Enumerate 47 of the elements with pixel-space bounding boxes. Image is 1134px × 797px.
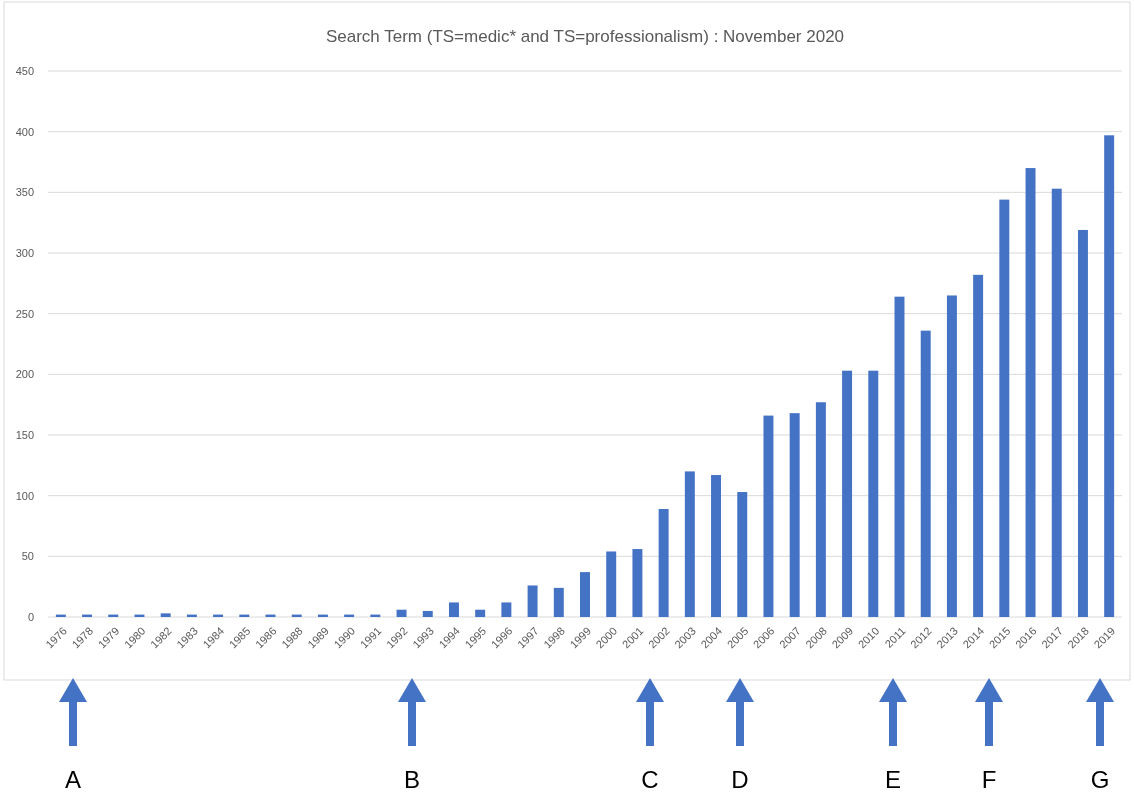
y-tick-label: 300 [15, 246, 34, 259]
text: C [641, 766, 659, 793]
bar [868, 370, 879, 617]
y-tick-label: 100 [15, 489, 34, 502]
y-tick-label: 250 [15, 307, 34, 320]
bar [1077, 229, 1088, 617]
bar [763, 415, 774, 617]
bar [606, 551, 617, 617]
text: F [981, 766, 997, 793]
bar [842, 370, 853, 617]
bar [737, 492, 748, 617]
bar [973, 274, 984, 617]
chart-title: Search Term (TS=medic* and TS=professionalism) : November 2020 [325, 27, 845, 46]
y-tick-label: 200 [15, 368, 34, 381]
bar [711, 475, 722, 617]
bar [1051, 188, 1062, 617]
bar [789, 413, 800, 617]
text: E [884, 766, 902, 793]
bar [658, 509, 669, 617]
bar [396, 609, 407, 617]
bar [580, 572, 590, 617]
bar [527, 585, 538, 617]
y-tick-label: 0 [27, 610, 34, 623]
bar [553, 587, 564, 617]
bar [422, 610, 433, 617]
text: G [1090, 766, 1110, 793]
bar [946, 295, 957, 617]
y-tick-label: 150 [15, 428, 34, 441]
bar [684, 471, 695, 617]
text: D [731, 766, 749, 793]
bar [501, 602, 512, 617]
y-tick-label: 50 [21, 550, 34, 563]
bar [448, 602, 459, 617]
text: A [64, 766, 82, 793]
bar [160, 613, 171, 617]
y-tick-label: 350 [15, 186, 34, 199]
bar [1104, 135, 1115, 617]
bar [1025, 168, 1036, 617]
bar [475, 609, 486, 617]
bar [894, 296, 905, 617]
bar [815, 402, 826, 617]
bar [632, 549, 643, 617]
y-tick-label: 400 [15, 125, 34, 138]
bar [999, 199, 1010, 617]
bar [920, 330, 931, 617]
y-tick-label: 450 [15, 64, 34, 77]
text: B [403, 766, 421, 793]
